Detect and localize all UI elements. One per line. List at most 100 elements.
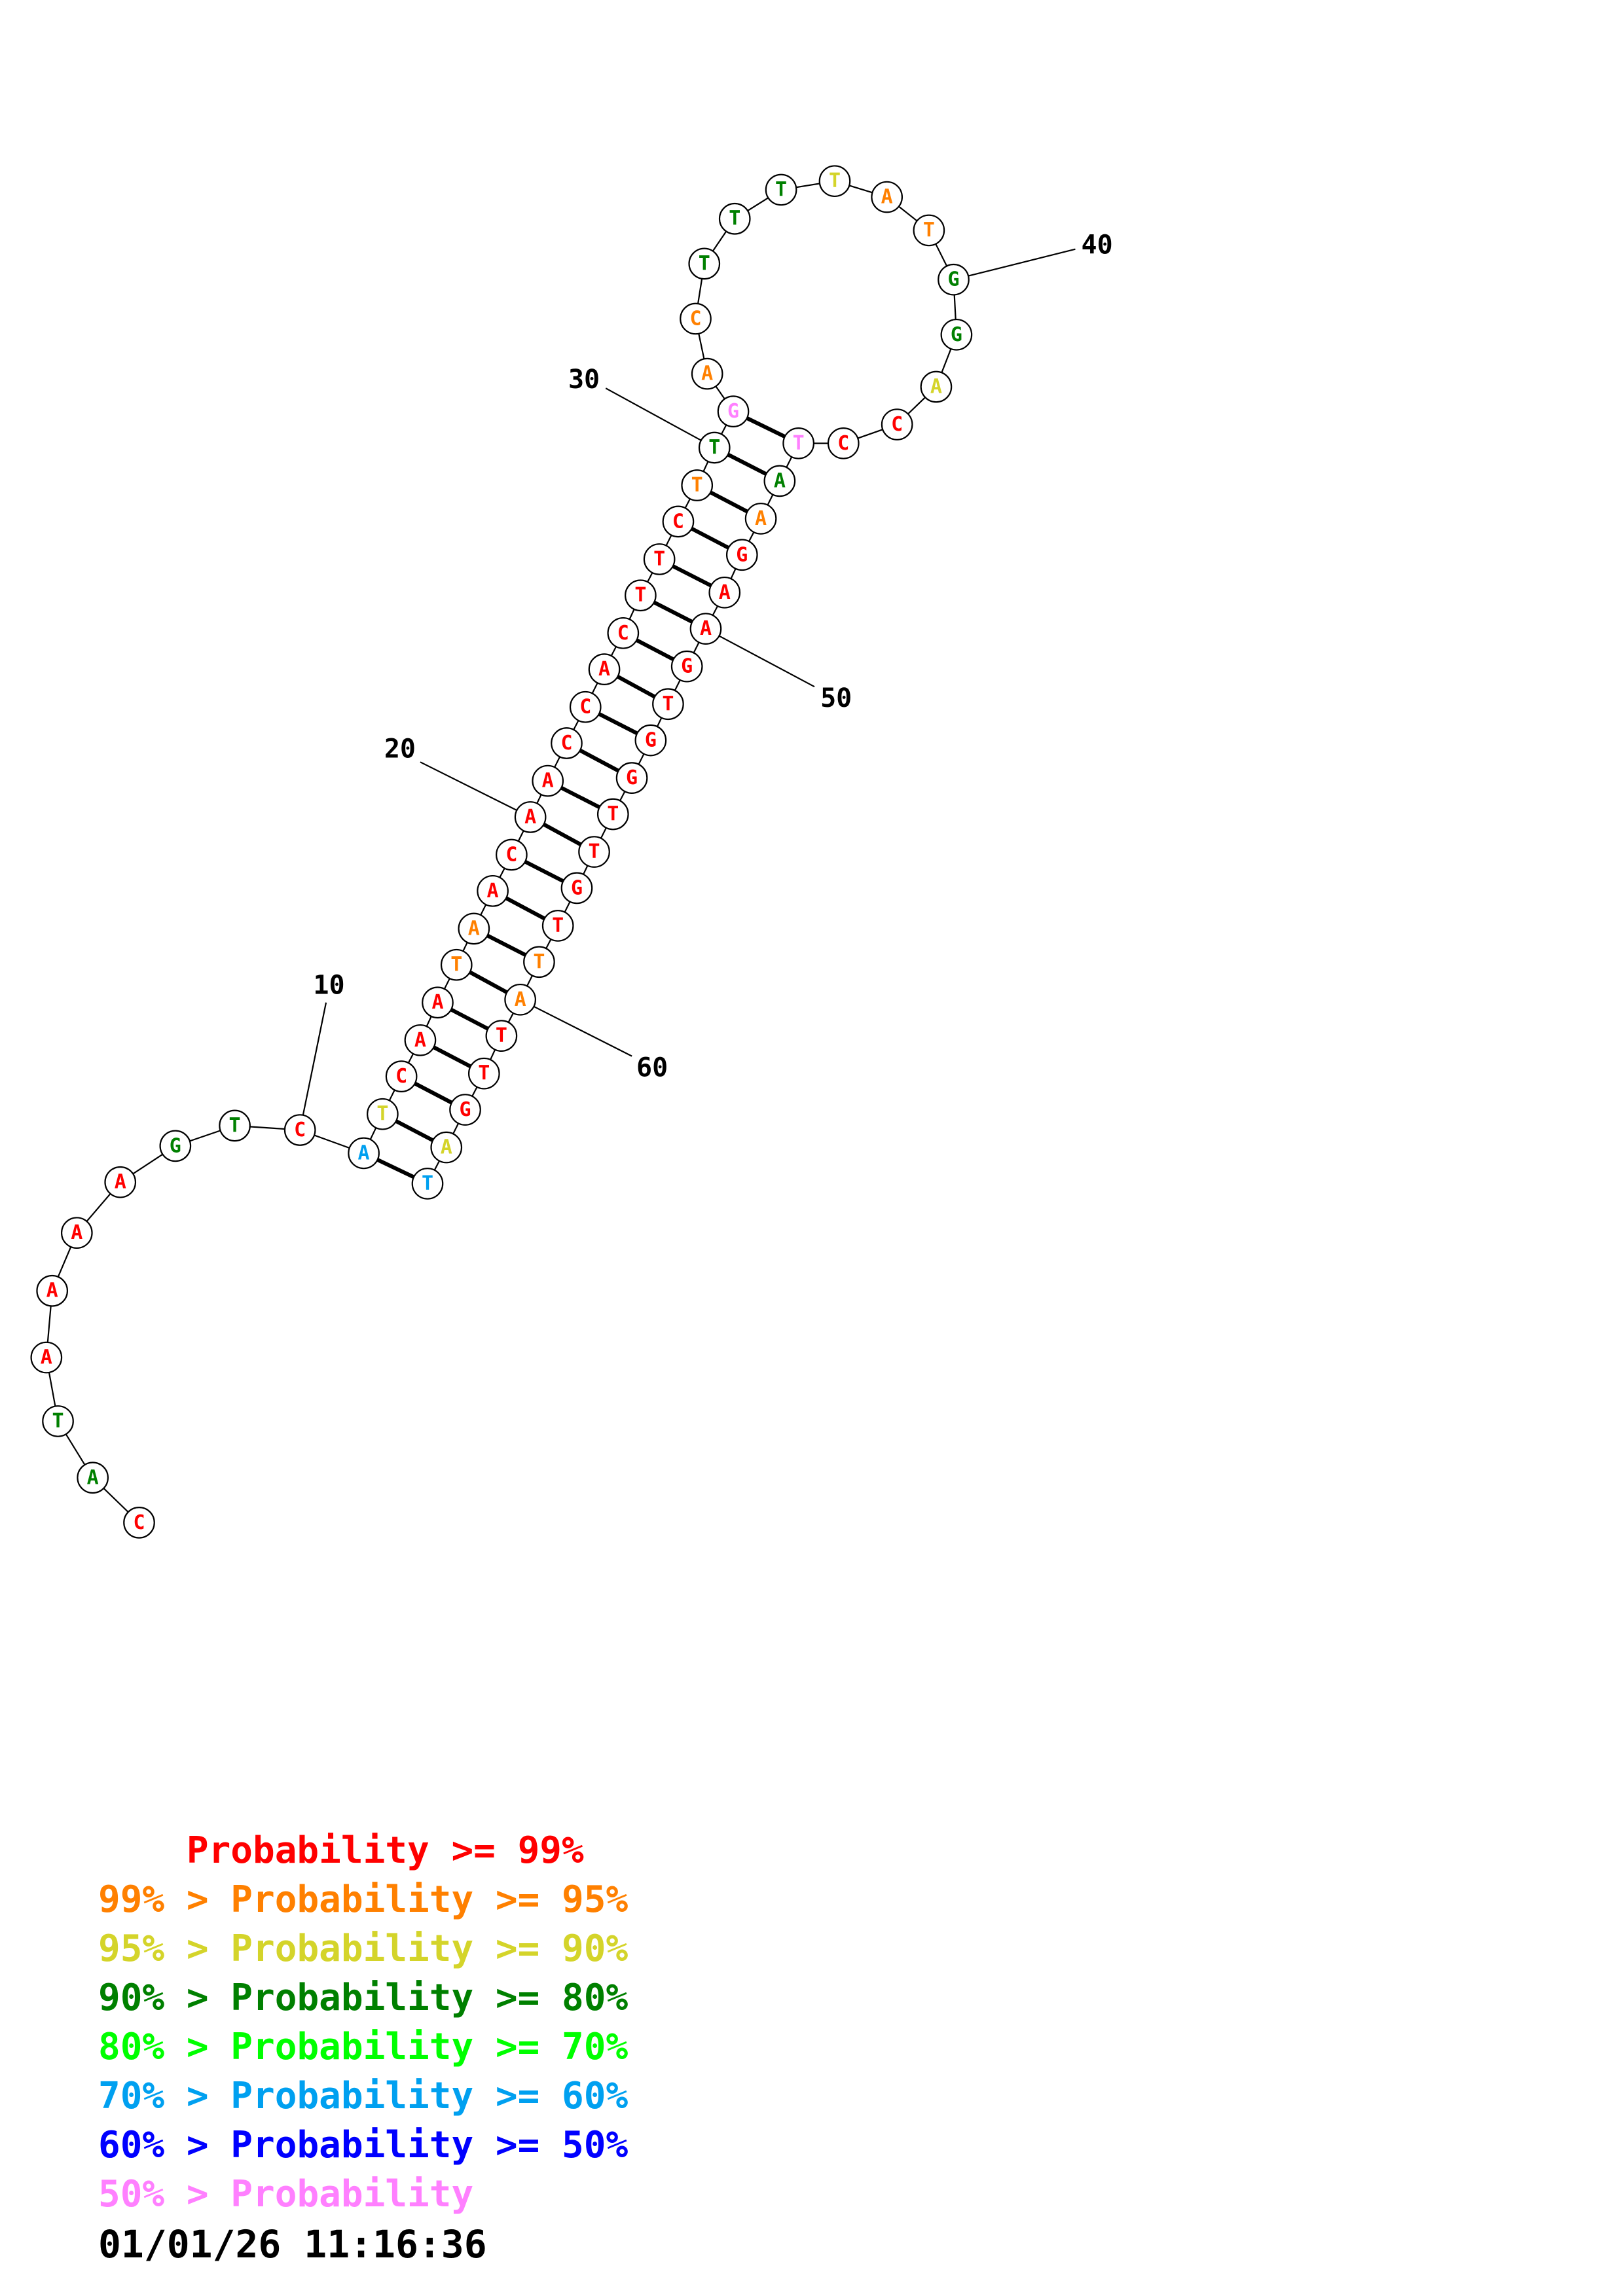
nucleotide: T <box>643 543 676 575</box>
nucleotide-letter: T <box>607 802 619 825</box>
nucleotide: A <box>60 1217 93 1249</box>
nucleotide-letter: A <box>46 1280 58 1302</box>
nucleotide: G <box>159 1130 192 1162</box>
nucleotide-letter: G <box>571 876 583 899</box>
nucleotide: C <box>283 1114 316 1146</box>
nucleotide: A <box>458 912 490 945</box>
nucleotide-letter: T <box>708 436 720 459</box>
nucleotide: C <box>827 427 860 459</box>
nucleotide: C <box>881 408 913 440</box>
position-label-leader <box>953 248 1076 281</box>
nucleotide: T <box>782 427 814 459</box>
nucleotide-circle <box>652 688 684 721</box>
base-pair-layer <box>363 409 799 1186</box>
nucleotide: A <box>422 986 454 1019</box>
nucleotide-circle <box>449 1094 481 1126</box>
nucleotide: C <box>607 617 640 649</box>
nucleotide-circle <box>688 247 721 280</box>
nucleotide-circle <box>744 503 777 535</box>
nucleotide-circle <box>458 912 490 945</box>
nucleotide: A <box>708 576 741 609</box>
nucleotide-circle <box>634 724 667 757</box>
nucleotide: T <box>578 836 610 868</box>
nucleotide-circle <box>588 653 621 685</box>
nucleotide: A <box>430 1131 463 1164</box>
nucleotide-letter: T <box>793 432 805 455</box>
nucleotide-letter: A <box>930 376 942 399</box>
nucleotide-letter: T <box>552 914 564 937</box>
nucleotide-circle <box>477 874 509 907</box>
legend-prefix: 50% > <box>98 2173 231 2215</box>
nucleotide: A <box>532 764 564 797</box>
nucleotide-circle <box>782 427 814 459</box>
nucleotide-letter: A <box>71 1221 82 1244</box>
nucleotide-circle <box>691 357 723 390</box>
position-label-leader <box>420 761 531 818</box>
nucleotide: T <box>765 173 797 206</box>
nucleotide-letter: A <box>487 880 499 903</box>
nucleotide-letter: G <box>947 268 959 291</box>
nucleotide-circle <box>708 576 741 609</box>
nucleotide-circle <box>367 1098 399 1130</box>
nucleotide-circle <box>818 165 851 198</box>
nucleotide-circle <box>920 370 953 403</box>
nucleotide-circle <box>440 948 473 981</box>
nucleotide: T <box>596 798 629 831</box>
legend-row: 60% > Probability >= 50% <box>98 2121 628 2170</box>
nucleotide: A <box>744 503 777 535</box>
nucleotide-circle <box>430 1131 463 1164</box>
nucleotide: T <box>440 948 473 981</box>
legend-prefix: 80% > <box>98 2026 231 2068</box>
nucleotide-circle <box>30 1341 63 1374</box>
nucleotide-circle <box>404 1024 437 1056</box>
nucleotide-letter: A <box>87 1466 99 1489</box>
nucleotide: G <box>449 1094 481 1126</box>
nucleotide: T <box>818 165 851 198</box>
nucleotide-circle <box>717 395 750 427</box>
legend-text: Probability >= 80% <box>230 1977 629 2019</box>
nucleotide-circle <box>680 302 712 335</box>
probability-legend: Probability >= 99% 99% > Probability >= 9… <box>98 1826 628 2219</box>
nucleotide: A <box>348 1137 380 1170</box>
nucleotide-letter: A <box>598 658 610 681</box>
nucleotide-letter: T <box>634 584 646 607</box>
nucleotide: T <box>411 1168 444 1200</box>
nucleotide-letter: T <box>478 1062 490 1085</box>
nucleotide-circle <box>698 431 731 464</box>
nucleotide-circle <box>569 691 602 723</box>
position-label: 40 <box>1082 230 1113 260</box>
nucleotide-circle <box>42 1405 74 1437</box>
position-label-layer: 10 20 30 40 50 60 <box>299 230 1113 1130</box>
nucleotide: G <box>670 650 703 683</box>
nucleotide: A <box>104 1166 137 1198</box>
nucleotide: A <box>36 1274 69 1307</box>
nucleotide-letter: C <box>617 622 629 645</box>
nucleotide-circle <box>348 1137 380 1170</box>
nucleotide-letter: T <box>662 692 674 715</box>
nucleotide-letter: C <box>689 307 701 330</box>
nucleotide-letter: T <box>533 950 545 973</box>
legend-prefix: 90% > <box>98 1977 231 2019</box>
nucleotide-circle <box>615 762 648 794</box>
nucleotide: A <box>514 801 547 833</box>
nucleotide: C <box>496 838 528 871</box>
nucleotide: A <box>763 465 796 497</box>
legend-text: Probability >= 50% <box>230 2124 629 2166</box>
legend-prefix: 60% > <box>98 2124 231 2166</box>
nucleotide-letter: G <box>170 1134 181 1157</box>
nucleotide-circle <box>560 872 593 905</box>
nucleotide-letter: T <box>653 548 665 571</box>
nucleotide: A <box>689 613 722 645</box>
nucleotide: C <box>680 302 712 335</box>
legend-text: Probability >= 70% <box>230 2026 629 2068</box>
nucleotide: T <box>681 469 714 501</box>
nucleotide: G <box>560 872 593 905</box>
nucleotide: C <box>385 1060 418 1092</box>
legend-text: Probability >= 99% <box>186 1829 584 1872</box>
nucleotide-circle <box>662 505 695 538</box>
nucleotide: A <box>404 1024 437 1056</box>
legend-row: 70% > Probability >= 60% <box>98 2072 628 2121</box>
nucleotide: T <box>467 1057 500 1090</box>
legend-text: Probability >= 95% <box>230 1878 629 1921</box>
